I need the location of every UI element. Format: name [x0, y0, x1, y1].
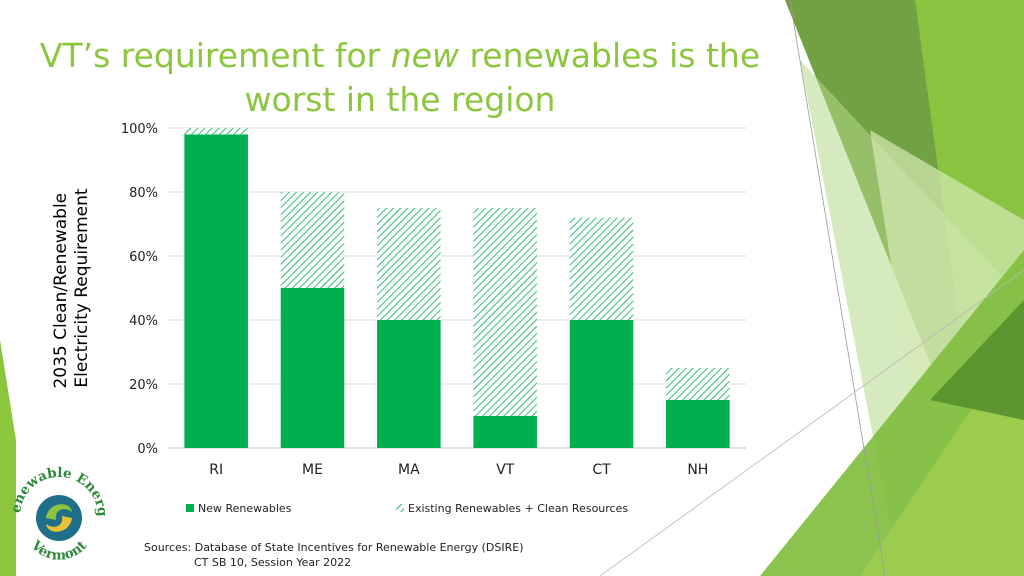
sources-note: Sources: Database of State Incentives fo…: [144, 540, 524, 570]
y-axis-label: 2035 Clean/Renewable Electricity Require…: [51, 187, 92, 388]
sources-line2: CT SB 10, Session Year 2022: [194, 556, 352, 569]
title-emphasis: new: [390, 36, 459, 75]
sources-label: Sources:: [144, 541, 192, 554]
y-axis-label-line1: 2035 Clean/Renewable: [51, 193, 71, 389]
bar-new-renewables: [377, 320, 441, 448]
legend-label-existing: Existing Renewables + Clean Resources: [408, 502, 628, 515]
bar-existing-renewables: [377, 208, 441, 320]
title-part2: renewables is the: [458, 36, 761, 75]
x-category-label: RI: [209, 462, 223, 478]
legend: New Renewables Existing Renewables + Cle…: [186, 502, 628, 515]
sources-line1: Database of State Incentives for Renewab…: [194, 541, 524, 554]
x-category-label: VT: [496, 462, 515, 478]
logo-emblem: [36, 495, 82, 541]
y-tick-label: 60%: [129, 250, 158, 265]
legend-swatch-new: [186, 504, 194, 512]
title-part1: VT’s requirement for: [39, 36, 391, 75]
y-tick-label: 20%: [129, 378, 158, 393]
bar-existing-renewables: [569, 217, 634, 320]
slide-title: VT’s requirement for new renewables is t…: [30, 34, 770, 122]
y-tick-label: 100%: [121, 122, 158, 137]
legend-swatch-existing: [396, 504, 404, 512]
legend-label-new: New Renewables: [198, 502, 292, 515]
decor-shape: [930, 300, 1024, 420]
renewable-energy-vermont-logo: Renewable Energy Vermont: [6, 458, 110, 564]
bar-existing-renewables: [666, 368, 730, 400]
bar-new-renewables: [184, 134, 248, 448]
bar-new-renewables: [666, 400, 730, 448]
y-tick-label: 0%: [137, 442, 158, 457]
title-line2: worst in the region: [244, 80, 556, 119]
x-category-label: MA: [398, 462, 420, 478]
x-category-label: NH: [687, 462, 708, 478]
bar-existing-renewables: [473, 208, 537, 416]
decor-line: [789, 0, 886, 576]
decor-line: [599, 269, 1024, 576]
bar-new-renewables: [473, 416, 537, 448]
bar-existing-renewables: [184, 128, 248, 135]
decor-shape: [0, 340, 16, 576]
bar-existing-renewables: [280, 192, 345, 288]
bar-new-renewables: [280, 288, 345, 448]
y-tick-label: 40%: [129, 314, 158, 329]
x-category-label: ME: [302, 462, 323, 478]
logo-swirl: [46, 504, 72, 520]
logo-swirl: [46, 516, 72, 532]
y-axis-label-line2: Electricity Requirement: [72, 188, 92, 388]
x-category-label: CT: [592, 462, 611, 478]
y-tick-label: 80%: [129, 186, 158, 201]
bar-new-renewables: [569, 320, 634, 448]
